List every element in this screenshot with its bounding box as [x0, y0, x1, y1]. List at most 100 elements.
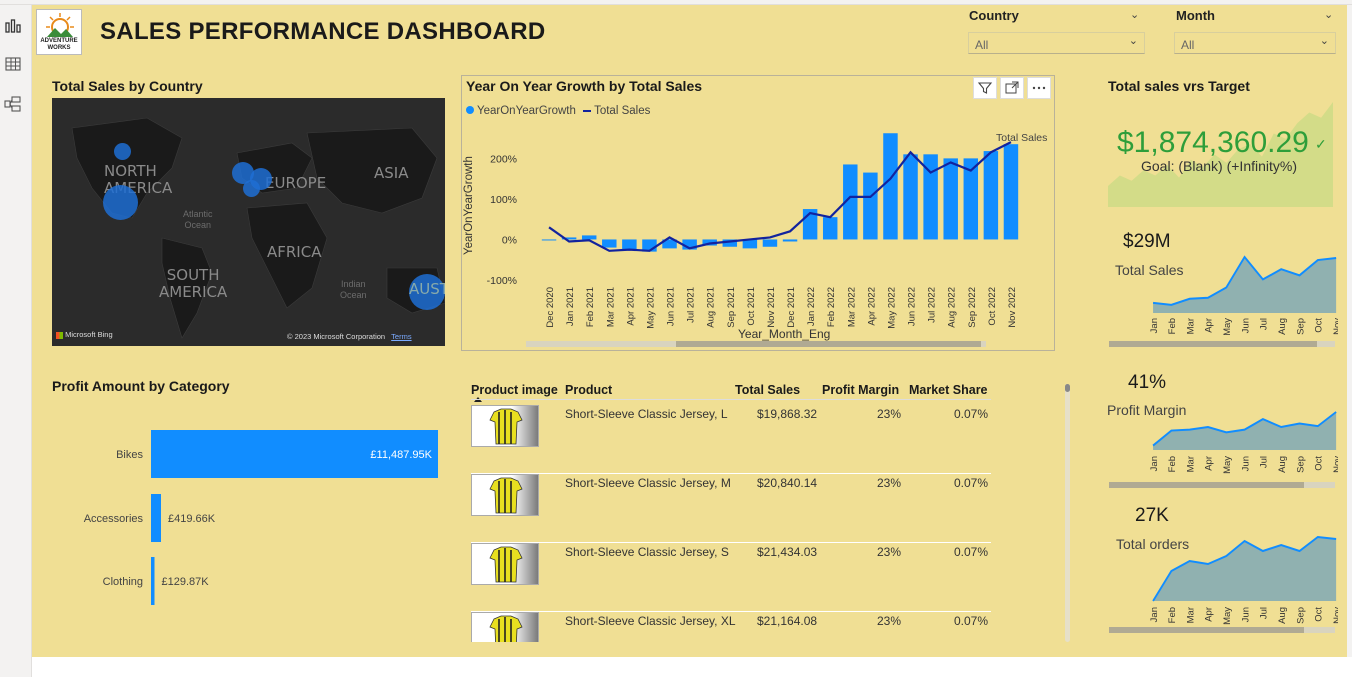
margin-scroll-thumb[interactable]	[1109, 482, 1304, 488]
cell-market-share: 0.07%	[954, 476, 989, 490]
col-header-market-share[interactable]: Market Share	[909, 383, 988, 397]
page-tabs-strip	[32, 657, 1352, 677]
category-data-label: £129.87K	[162, 576, 210, 588]
month-slicer-label: Month	[1176, 8, 1215, 23]
total-sales-value: $29M	[1123, 231, 1171, 252]
target-title: Total sales vrs Target	[1108, 78, 1250, 94]
yoy-bar	[722, 239, 738, 247]
category-bar	[151, 557, 155, 605]
cell-market-share: 0.07%	[954, 545, 989, 559]
profit-margin-value: 41%	[1128, 372, 1167, 393]
profit-margin-label: Profit Margin	[1107, 402, 1187, 418]
x-tick-label: Apr 2022	[866, 287, 877, 326]
country-slicer-dropdown[interactable]: All ⌄	[968, 32, 1145, 54]
table-row[interactable]: Short-Sleeve Classic Jersey, XL $21,164.0…	[471, 612, 991, 642]
map-terms-link[interactable]: Terms	[391, 332, 412, 341]
x-tick-label: Oct 2021	[746, 287, 757, 326]
country-slicer-value: All	[975, 38, 989, 52]
map-copyright-text: © 2023 Microsoft Corporation	[287, 332, 386, 341]
kpi-tick-label: Jul	[1259, 456, 1269, 468]
category-label: Clothing	[103, 576, 143, 588]
focus-mode-icon[interactable]	[1000, 77, 1024, 99]
legend-total-sales: Total Sales	[594, 105, 651, 117]
map-bubble-united-kingdom[interactable]	[232, 162, 254, 184]
table-row[interactable]: Short-Sleeve Classic Jersey, M $20,840.14…	[471, 474, 991, 538]
x-tick-label: Sep 2021	[726, 287, 737, 328]
orders-scrollbar[interactable]	[1109, 627, 1335, 633]
x-tick-label: Mar 2022	[846, 287, 857, 327]
yoy-bar	[602, 239, 617, 248]
page-title: SALES PERFORMANCE DASHBOARD	[100, 18, 546, 45]
month-slicer-dropdown[interactable]: All ⌄	[1174, 32, 1336, 54]
report-view-icon[interactable]	[4, 17, 22, 35]
kpi-tick-label: Oct	[1314, 456, 1324, 471]
kpi-tick-label: Mar	[1186, 456, 1196, 472]
margin-scrollbar[interactable]	[1109, 482, 1335, 488]
yoy-scrollbar[interactable]	[526, 341, 986, 347]
yoy-bar	[943, 158, 958, 240]
bing-text: Microsoft Bing	[65, 330, 113, 339]
map-bubble-australia[interactable]	[409, 274, 445, 310]
yoy-title: Year On Year Growth by Total Sales	[466, 78, 703, 94]
cell-product: Short-Sleeve Classic Jersey, M	[565, 476, 731, 490]
x-tick-label: Jun 2022	[907, 287, 918, 326]
model-view-icon[interactable]	[4, 95, 22, 113]
country-slicer-collapse-icon[interactable]: ⌄	[1130, 9, 1140, 21]
map-bubble-canada[interactable]	[114, 143, 131, 160]
map-label-atlantic-text: Atlantic Ocean	[183, 209, 213, 230]
col-header-product[interactable]: Product	[565, 383, 613, 397]
table-row[interactable]: Short-Sleeve Classic Jersey, S $21,434.03…	[471, 543, 991, 607]
chevron-down-icon: ⌄	[1128, 35, 1138, 47]
kpi-tick-label: Jan	[1149, 607, 1159, 622]
month-slicer-value: All	[1181, 38, 1195, 52]
jersey-icon	[489, 546, 523, 583]
filter-icon[interactable]	[973, 77, 997, 99]
product-image	[471, 612, 539, 642]
sales-scrollbar[interactable]	[1109, 341, 1335, 347]
map-bubble-united-states[interactable]	[103, 185, 138, 220]
more-options-icon[interactable]	[1027, 77, 1051, 99]
total-sales-line	[548, 141, 1012, 252]
col-header-total-sales[interactable]: Total Sales	[735, 383, 801, 397]
table-view-icon[interactable]	[4, 55, 22, 73]
sales-map[interactable]: NORTH AMERICA EUROPE ASIA AFRICA SOUTH A…	[52, 98, 445, 346]
map-label-north-america: NORTH AMERICA	[104, 163, 172, 197]
row-divider	[471, 473, 991, 474]
yoy-visual-frame[interactable]	[461, 75, 1055, 351]
sales-scroll-thumb[interactable]	[1109, 341, 1317, 347]
target-value: $1,874,360.29	[1117, 126, 1309, 159]
profit-title: Profit Amount by Category	[52, 378, 230, 394]
col-header-product-image[interactable]: Product image	[471, 383, 558, 397]
x-tick-label: May 2021	[645, 287, 656, 329]
yoy-bar	[682, 239, 697, 250]
x-tick-label: Mar 2021	[605, 287, 616, 327]
table-scroll-thumb[interactable]	[1065, 384, 1070, 392]
kpi-tick-label: Sep	[1296, 607, 1306, 624]
yoy-bar	[843, 164, 858, 240]
map-copyright: © 2023 Microsoft Corporation Terms	[287, 332, 412, 341]
kpi-tick-label: Sep	[1296, 456, 1306, 473]
x-tick-label: Jul 2022	[927, 287, 938, 323]
kpi-tick-label: May	[1222, 607, 1232, 625]
kpi-tick-label: Feb	[1167, 607, 1177, 623]
kpi-tick-label: Jan	[1149, 456, 1159, 471]
orders-scroll-thumb[interactable]	[1109, 627, 1304, 633]
table-scrollbar[interactable]	[1065, 384, 1070, 642]
category-label: Accessories	[84, 513, 144, 525]
cell-profit-margin: 23%	[877, 407, 902, 421]
table-row[interactable]: Short-Sleeve Classic Jersey, L $19,868.32…	[471, 405, 991, 469]
kpi-tick-label: Oct	[1314, 607, 1324, 622]
row-divider	[471, 542, 991, 543]
yoy-scroll-thumb[interactable]	[676, 341, 981, 347]
month-slicer-collapse-icon[interactable]: ⌄	[1324, 9, 1334, 21]
map-bubble-france[interactable]	[243, 180, 260, 197]
kpi-tick-label: Oct	[1314, 318, 1324, 333]
cell-product: Short-Sleeve Classic Jersey, S	[565, 545, 729, 559]
yoy-legend: YearOnYearGrowth Total Sales	[466, 105, 650, 117]
x-tick-label: May 2022	[886, 287, 897, 329]
map-label-africa: AFRICA	[267, 243, 322, 261]
col-header-profit-margin[interactable]: Profit Margin	[822, 383, 900, 397]
kpi-line	[1152, 255, 1337, 306]
kpi-area	[1153, 412, 1337, 450]
total-sales-label: Total Sales	[1115, 262, 1184, 278]
